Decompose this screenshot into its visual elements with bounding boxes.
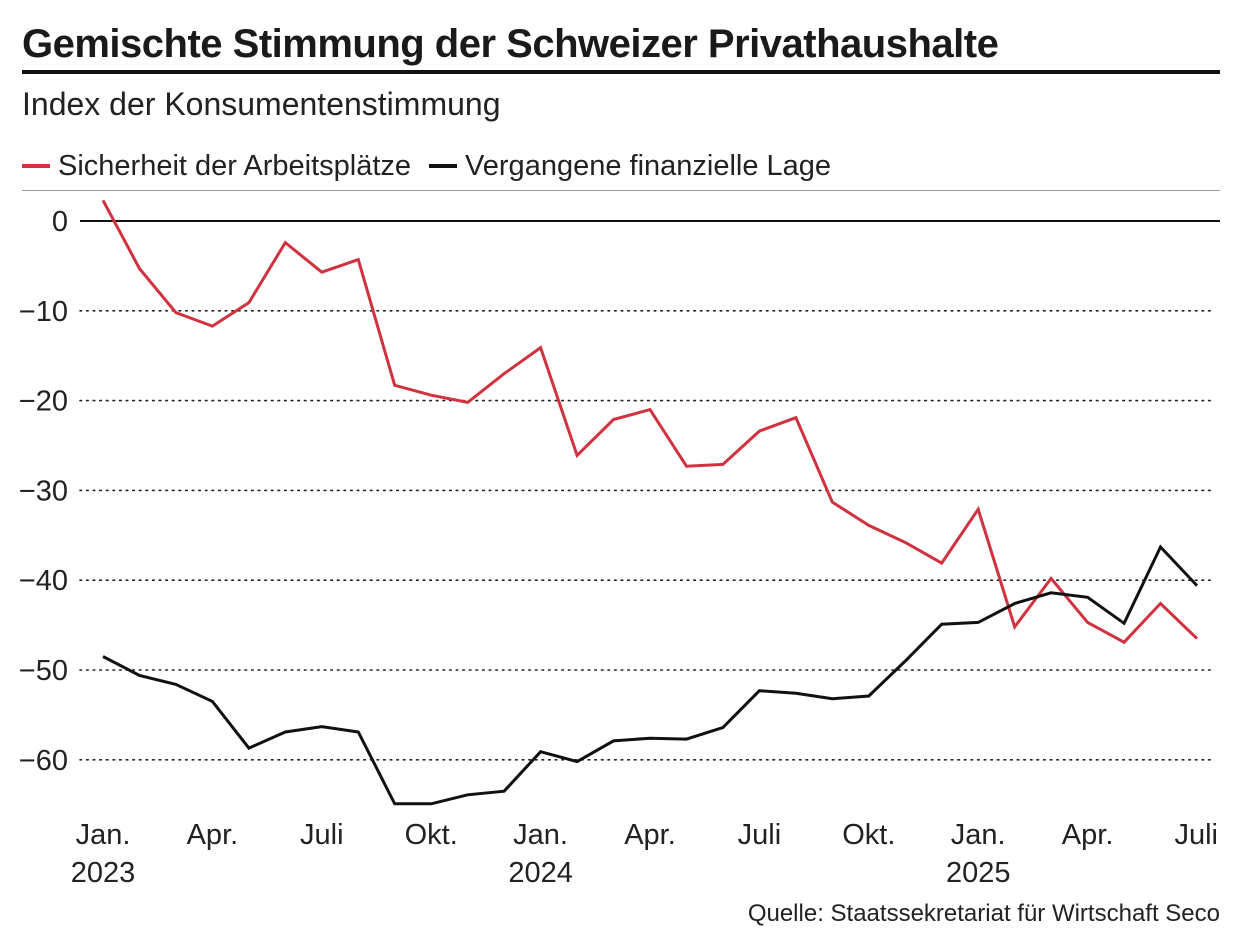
legend-rule bbox=[22, 190, 1220, 191]
x-tick-label: Apr. bbox=[624, 819, 676, 851]
x-tick-label: Okt. bbox=[842, 819, 895, 851]
x-tick-label: Juli bbox=[738, 819, 782, 851]
legend-swatch-red bbox=[22, 164, 50, 168]
y-tick-label: −40 bbox=[19, 565, 68, 597]
y-tick-label: −30 bbox=[19, 475, 68, 507]
legend: Sicherheit der Arbeitsplätze Vergangene … bbox=[22, 146, 849, 186]
y-tick-label: −60 bbox=[19, 745, 68, 777]
title-rule bbox=[22, 70, 1220, 74]
y-tick-label: −10 bbox=[19, 296, 68, 328]
y-tick-label: −50 bbox=[19, 655, 68, 687]
x-tick-label: Apr. bbox=[1062, 819, 1114, 851]
source-note: Quelle: Staatssekretariat für Wirtschaft… bbox=[747, 900, 1220, 927]
x-tick-year: 2023 bbox=[71, 857, 136, 889]
x-tick-label: Apr. bbox=[187, 819, 239, 851]
series-line-finanzielle-lage bbox=[102, 544, 1199, 806]
legend-label-arbeitsplaetze: Sicherheit der Arbeitsplätze bbox=[58, 149, 412, 182]
chart-subtitle: Index der Konsumentenstimmung bbox=[22, 86, 501, 122]
x-tick-label: Jan. bbox=[76, 819, 131, 851]
legend-label-finanzielle-lage: Vergangene finanzielle Lage bbox=[465, 149, 832, 182]
x-tick-label: Okt. bbox=[405, 819, 458, 851]
x-tick-year: 2025 bbox=[946, 857, 1011, 889]
y-tick-label: 0 bbox=[52, 206, 68, 238]
x-tick-label: Jan. bbox=[513, 819, 568, 851]
legend-swatch-black bbox=[429, 164, 458, 168]
x-tick-label: Juli bbox=[1174, 819, 1218, 851]
x-tick-year: 2024 bbox=[508, 857, 573, 889]
y-tick-label: −20 bbox=[19, 386, 68, 418]
chart-title: Gemischte Stimmung der Schweizer Privath… bbox=[22, 22, 999, 66]
legend-item-finanzielle-lage: Vergangene finanzielle Lage bbox=[429, 150, 831, 183]
x-tick-label: Juli bbox=[300, 819, 344, 851]
x-tick-label: Jan. bbox=[951, 819, 1006, 851]
series-line-arbeitsplaetze bbox=[101, 199, 1199, 645]
legend-item-arbeitsplaetze: Sicherheit der Arbeitsplätze bbox=[22, 150, 411, 183]
